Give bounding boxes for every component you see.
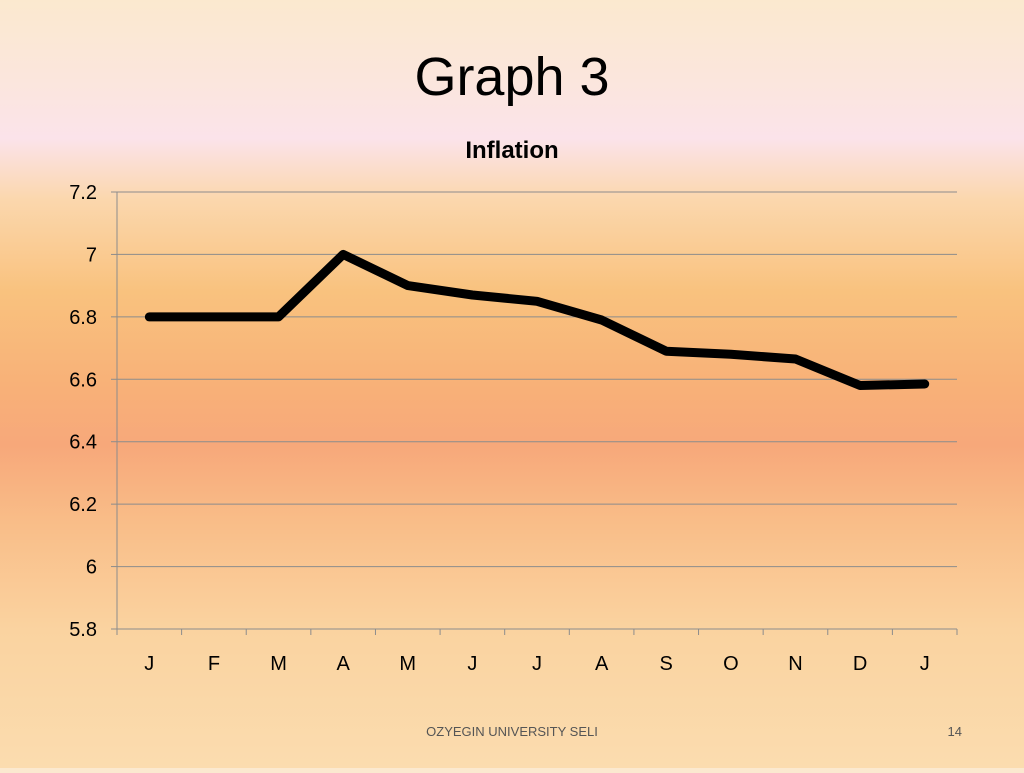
x-tick-label: M xyxy=(399,653,416,675)
y-tick-label: 5.8 xyxy=(69,619,97,641)
y-tick-label: 7 xyxy=(86,244,97,266)
chart-title: Inflation xyxy=(465,137,558,164)
data-point xyxy=(148,316,150,318)
series-line-inflation xyxy=(144,249,930,390)
slide-title: Graph 3 xyxy=(414,47,610,107)
x-tick-label: A xyxy=(336,653,350,675)
gridlines xyxy=(117,191,957,630)
data-point xyxy=(278,316,280,318)
x-tick-label: M xyxy=(270,653,287,675)
data-point xyxy=(342,253,344,255)
series xyxy=(144,249,930,390)
y-tick-labels: 5.8 6 6.2 6.4 6.6 6.8 7 7.2 xyxy=(69,182,97,641)
data-point xyxy=(924,383,926,385)
x-tick-label: N xyxy=(788,653,802,675)
data-point xyxy=(213,316,215,318)
data-point xyxy=(471,294,473,296)
y-tick-label: 6.6 xyxy=(69,369,97,391)
x-tick-label: A xyxy=(595,653,609,675)
data-point xyxy=(859,385,861,387)
x-tick-label: J xyxy=(467,653,477,675)
x-tick-label: O xyxy=(723,653,739,675)
y-tick-label: 6.2 xyxy=(69,494,97,516)
x-tick-label: S xyxy=(660,653,673,675)
axes xyxy=(111,191,958,635)
x-tick-label: J xyxy=(144,653,154,675)
footer-text: OZYEGIN UNIVERSITY SELI xyxy=(426,724,598,739)
data-point xyxy=(730,353,732,355)
y-tick-label: 6.4 xyxy=(69,432,97,454)
y-tick-label: 6 xyxy=(86,557,97,579)
slide-number: 14 xyxy=(947,724,962,739)
y-tick-label: 6.8 xyxy=(69,307,97,329)
x-tick-label: F xyxy=(208,653,220,675)
data-point xyxy=(536,300,538,302)
data-point xyxy=(601,319,603,321)
x-tick-label: J xyxy=(532,653,542,675)
data-point xyxy=(665,350,667,352)
x-tick-label: D xyxy=(853,653,867,675)
x-tick-label: J xyxy=(920,653,930,675)
data-point xyxy=(407,285,409,287)
data-point xyxy=(794,358,796,360)
y-tick-label: 7.2 xyxy=(69,182,97,204)
